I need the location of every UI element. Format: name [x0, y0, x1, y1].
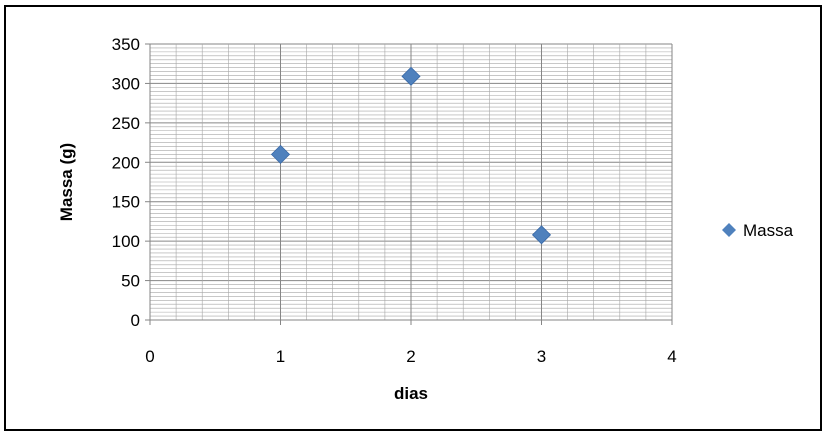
x-tick-label: 0: [145, 347, 154, 366]
y-tick-label: 300: [112, 74, 140, 93]
y-tick-labels: 0 50 100 150 200 250 300 350: [112, 35, 140, 330]
x-tick-label: 1: [276, 347, 285, 366]
x-tick-label: 4: [667, 347, 676, 366]
y-tick-label: 50: [121, 272, 140, 291]
y-tick-label: 100: [112, 232, 140, 251]
y-tick-label: 250: [112, 114, 140, 133]
x-axis-title: dias: [394, 384, 428, 403]
legend-marker-massa: [722, 223, 736, 237]
y-axis-title: Massa (g): [57, 143, 76, 221]
data-point-massa: [401, 66, 421, 86]
data-point-massa: [270, 144, 291, 164]
legend: Massa: [722, 221, 794, 240]
data-point-massa: [531, 225, 552, 245]
x-tick-labels: 0 1 2 3 4: [145, 347, 676, 366]
legend-label-massa: Massa: [743, 221, 794, 240]
x-tick-label: 2: [406, 347, 415, 366]
axes: [145, 43, 673, 325]
y-tick-label: 350: [112, 35, 140, 54]
y-tick-label: 200: [112, 153, 140, 172]
y-tick-label: 0: [131, 311, 140, 330]
x-tick-label: 3: [537, 347, 546, 366]
y-tick-label: 150: [112, 193, 140, 212]
data-points: [270, 66, 552, 245]
